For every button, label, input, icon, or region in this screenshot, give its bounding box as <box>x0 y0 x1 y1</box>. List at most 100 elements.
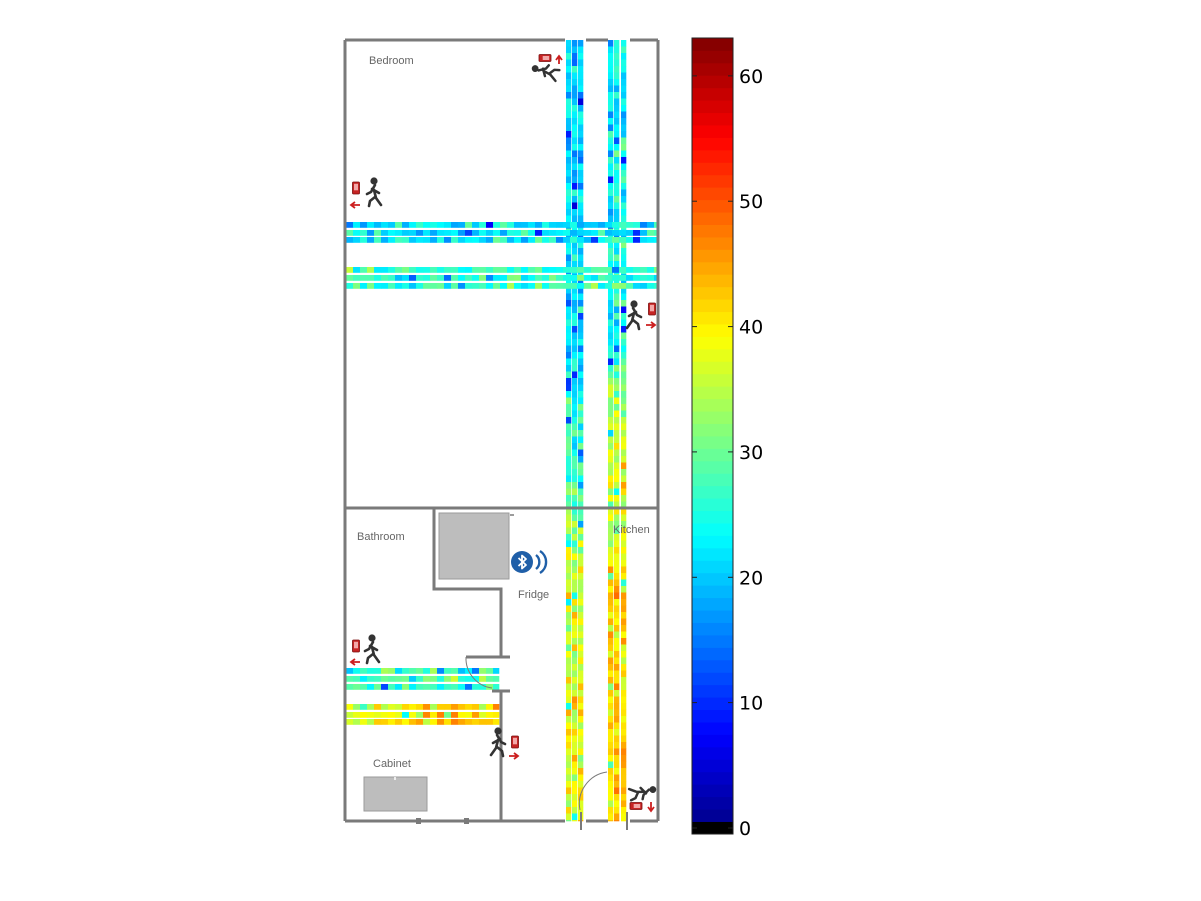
heatmap-cell <box>437 267 445 273</box>
heatmap-cell <box>556 230 564 236</box>
heatmap-cell <box>621 378 627 385</box>
heatmap-cell <box>416 684 424 690</box>
heatmap-cell <box>479 222 487 228</box>
heatmap-cell <box>614 313 620 320</box>
heatmap-cell <box>486 676 494 682</box>
heatmap-cell <box>647 275 655 281</box>
colorbar-tick-label: 20 <box>739 567 763 589</box>
heatmap-cell <box>608 313 614 320</box>
heatmap-cell <box>578 612 584 619</box>
heatmap-cell <box>353 267 361 273</box>
heatmap-cell <box>577 275 585 281</box>
heatmap-cell <box>621 540 627 548</box>
heatmap-cell <box>572 787 578 795</box>
heatmap-cell <box>598 222 606 228</box>
heatmap-cell <box>578 677 584 684</box>
heatmap-cell <box>578 40 584 47</box>
heatmap-cell <box>591 222 599 228</box>
heatmap-cell <box>614 534 620 541</box>
heatmap-cell <box>572 586 578 593</box>
heatmap-cell <box>451 684 459 690</box>
heatmap-cell <box>423 704 431 710</box>
heatmap-cell <box>572 618 578 626</box>
colorbar-band <box>692 423 733 437</box>
heatmap-cell <box>614 618 620 626</box>
heatmap-cell <box>578 462 584 470</box>
heatmap-cell <box>566 664 572 671</box>
heatmap-cell <box>566 300 572 307</box>
heatmap-cell <box>621 157 627 164</box>
heatmap-cell <box>563 275 571 281</box>
colorbar-gradient <box>692 38 733 835</box>
heatmap-cell <box>367 222 375 228</box>
heatmap-cell <box>566 423 572 431</box>
heatmap-cell <box>572 254 578 262</box>
heatmap-cell <box>416 704 424 710</box>
colorbar: 0 10 20 30 40 50 60 <box>691 37 763 840</box>
heatmap-cell <box>374 668 382 674</box>
heatmap-cell <box>566 319 572 327</box>
direction-up-arrow-icon <box>555 54 563 64</box>
heatmap-cell <box>566 98 572 106</box>
heatmap-cell <box>605 237 613 243</box>
heatmap-cell <box>578 163 584 171</box>
heatmap-cell <box>605 230 613 236</box>
heatmap-cell <box>621 807 627 814</box>
heatmap-cell <box>608 787 614 795</box>
heatmap-cell <box>614 709 620 717</box>
heatmap-cell <box>621 716 627 723</box>
colorbar-band <box>692 535 733 549</box>
heatmap-cell <box>458 222 466 228</box>
heatmap-cell <box>572 293 578 301</box>
heatmap-cell <box>614 404 620 411</box>
heatmap-cell <box>566 137 572 145</box>
heatmap-cell <box>409 275 417 281</box>
heatmap-cell <box>572 599 578 606</box>
heatmap-cell <box>614 794 620 801</box>
heatmap-cell <box>578 378 584 385</box>
heatmap-cell <box>521 267 529 273</box>
heatmap-cell <box>566 657 572 665</box>
colorbar-tick-label: 0 <box>739 818 751 840</box>
heatmap-cell <box>614 521 620 528</box>
heatmap-cell <box>612 275 620 281</box>
heatmap-cell <box>521 275 529 281</box>
heatmap-cell <box>570 222 578 228</box>
heatmap-cell <box>608 371 614 379</box>
heatmap-cell <box>578 417 584 424</box>
colorbar-band <box>692 398 733 412</box>
heatmap-cell <box>621 53 627 60</box>
heatmap-cell <box>608 813 614 821</box>
heatmap-cell <box>614 774 620 782</box>
heatmap-cell <box>621 144 627 151</box>
heatmap-cell <box>566 722 572 730</box>
fridge-alcove-wall <box>432 508 503 657</box>
heatmap-cell <box>486 230 494 236</box>
heatmap-cell <box>614 176 620 184</box>
heatmap-cell <box>578 358 584 366</box>
heatmap-cell <box>608 118 614 125</box>
heatmap-cell <box>633 222 641 228</box>
heatmap-cell <box>608 638 614 645</box>
heatmap-cell <box>395 668 403 674</box>
heatmap-cell <box>572 820 578 822</box>
heatmap-cell <box>572 345 578 353</box>
heatmap-cell <box>493 719 500 725</box>
heatmap-cell <box>608 137 614 145</box>
heatmap-cell <box>566 202 572 210</box>
heatmap-cell <box>566 157 572 164</box>
heatmap-cell <box>572 352 578 359</box>
heatmap-cell <box>614 384 620 392</box>
heatmap-cell <box>614 371 620 379</box>
heatmap-cell <box>549 237 557 243</box>
colorbar-tick-label: 50 <box>739 191 763 213</box>
heatmap-cell <box>608 781 614 788</box>
colorbar-band <box>692 784 733 798</box>
heatmap-cell <box>621 677 627 684</box>
heatmap-cell <box>514 267 522 273</box>
heatmap-cell <box>614 586 620 593</box>
heatmap-cell <box>578 514 584 522</box>
heatmap-cell <box>572 365 578 372</box>
heatmap-cell <box>388 668 396 674</box>
